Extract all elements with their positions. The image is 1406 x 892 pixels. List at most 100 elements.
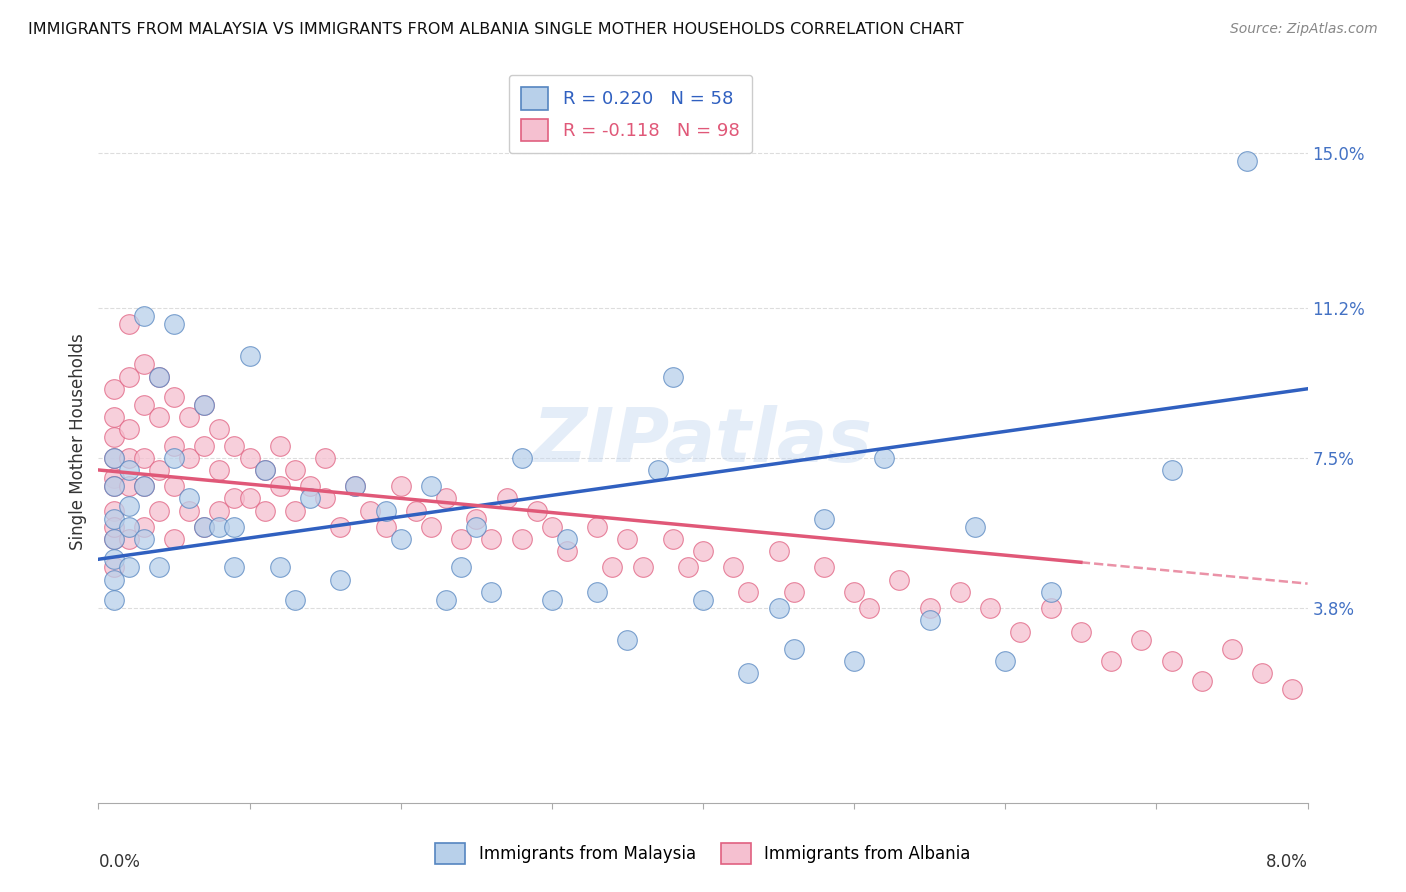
Point <box>253 463 276 477</box>
Point <box>132 450 155 465</box>
Point <box>389 479 412 493</box>
Point <box>148 369 170 384</box>
Point <box>103 560 125 574</box>
Point <box>148 369 170 384</box>
Point <box>224 439 246 453</box>
Point <box>118 450 141 465</box>
Point <box>208 422 231 436</box>
Point <box>208 503 231 517</box>
Point <box>103 573 125 587</box>
Point <box>526 503 548 517</box>
Point <box>148 503 170 517</box>
Point <box>510 532 533 546</box>
Point <box>737 665 759 680</box>
Point <box>1251 665 1274 680</box>
Point <box>163 532 186 546</box>
Point <box>1312 654 1334 668</box>
Point <box>344 479 367 493</box>
Point <box>723 560 745 574</box>
Point <box>889 573 911 587</box>
Point <box>103 503 125 517</box>
Point <box>269 560 291 574</box>
Point <box>510 450 533 465</box>
Point <box>284 463 307 477</box>
Point <box>481 532 503 546</box>
Point <box>661 369 683 384</box>
Point <box>1372 694 1395 708</box>
Point <box>540 592 562 607</box>
Point <box>103 532 125 546</box>
Point <box>132 358 155 372</box>
Point <box>299 479 322 493</box>
Point <box>1160 463 1182 477</box>
Point <box>1039 601 1062 615</box>
Point <box>118 479 141 493</box>
Point <box>163 450 186 465</box>
Point <box>374 503 396 517</box>
Point <box>1070 625 1092 640</box>
Point <box>284 503 307 517</box>
Point <box>103 479 125 493</box>
Text: 8.0%: 8.0% <box>1265 854 1308 871</box>
Point <box>540 520 562 534</box>
Point <box>692 544 714 558</box>
Point <box>768 601 790 615</box>
Point <box>148 560 170 574</box>
Point <box>450 532 472 546</box>
Point <box>208 520 231 534</box>
Point <box>434 491 457 506</box>
Point <box>783 641 806 656</box>
Point <box>1099 654 1122 668</box>
Point <box>737 584 759 599</box>
Point <box>965 520 987 534</box>
Point <box>103 471 125 485</box>
Point <box>103 450 125 465</box>
Point <box>647 463 669 477</box>
Point <box>239 450 262 465</box>
Point <box>465 520 488 534</box>
Text: 0.0%: 0.0% <box>98 854 141 871</box>
Point <box>555 532 578 546</box>
Point <box>1341 673 1364 688</box>
Point <box>179 450 201 465</box>
Point <box>420 479 443 493</box>
Point <box>465 511 488 525</box>
Point <box>239 349 262 363</box>
Point <box>103 450 125 465</box>
Point <box>132 532 155 546</box>
Point <box>329 573 352 587</box>
Point <box>118 560 141 574</box>
Point <box>193 398 215 412</box>
Point <box>420 520 443 534</box>
Point <box>132 398 155 412</box>
Point <box>344 479 367 493</box>
Point <box>844 584 866 599</box>
Point <box>314 450 336 465</box>
Point <box>994 654 1017 668</box>
Point <box>405 503 427 517</box>
Point <box>103 511 125 525</box>
Legend: R = 0.220   N = 58, R = -0.118   N = 98: R = 0.220 N = 58, R = -0.118 N = 98 <box>509 75 752 153</box>
Point <box>118 422 141 436</box>
Point <box>118 532 141 546</box>
Point <box>979 601 1001 615</box>
Point <box>253 463 276 477</box>
Text: Source: ZipAtlas.com: Source: ZipAtlas.com <box>1230 22 1378 37</box>
Point <box>949 584 972 599</box>
Point <box>661 532 683 546</box>
Point <box>389 532 412 546</box>
Point <box>224 560 246 574</box>
Point <box>1220 641 1243 656</box>
Point <box>269 479 291 493</box>
Point <box>616 532 638 546</box>
Point <box>768 544 790 558</box>
Point <box>224 520 246 534</box>
Point <box>374 520 396 534</box>
Point <box>103 479 125 493</box>
Point <box>481 584 503 599</box>
Point <box>1160 654 1182 668</box>
Point <box>132 479 155 493</box>
Point <box>495 491 517 506</box>
Point <box>1191 673 1213 688</box>
Point <box>858 601 880 615</box>
